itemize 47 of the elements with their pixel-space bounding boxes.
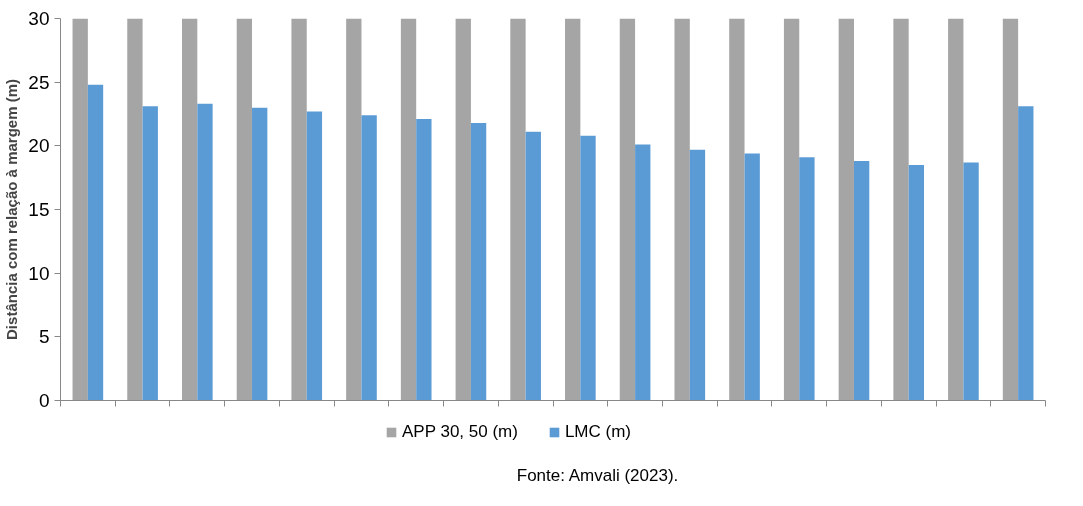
- bar: [1002, 18, 1019, 401]
- y-tick-label: 15: [28, 199, 50, 220]
- bar: [142, 106, 158, 401]
- bar: [853, 161, 870, 401]
- bar: [361, 115, 377, 401]
- bar: [619, 18, 636, 401]
- y-axis-title: Distância com relação à margem (m): [3, 79, 21, 340]
- bar: [674, 18, 690, 401]
- bar: [252, 107, 268, 401]
- y-tick-label: 10: [28, 262, 50, 284]
- bar: [181, 18, 198, 401]
- bar: [799, 157, 815, 401]
- bar: [635, 144, 651, 401]
- y-tick-label: 25: [28, 71, 50, 93]
- y-tick-label: 0: [38, 390, 50, 411]
- bar: [963, 162, 979, 401]
- bar: [400, 18, 417, 401]
- bar: [127, 18, 143, 401]
- bar: [948, 18, 964, 401]
- bar: [455, 18, 471, 401]
- bar: [197, 103, 213, 401]
- bar: [729, 18, 745, 401]
- bar: [689, 149, 706, 401]
- bar: [346, 18, 362, 401]
- legend-label: LMC (m): [564, 422, 632, 442]
- bar: [470, 122, 487, 401]
- bar: [306, 111, 323, 401]
- bar: [416, 119, 432, 401]
- y-tick-label: 20: [28, 135, 50, 157]
- bar: [580, 135, 596, 401]
- y-tick-label: 30: [28, 8, 50, 29]
- bar: [783, 18, 800, 401]
- bar: [525, 131, 541, 401]
- bar: [1018, 106, 1034, 401]
- bar: [72, 18, 88, 401]
- y-tick-label: 5: [38, 326, 50, 348]
- bar: [565, 18, 581, 401]
- bar: [838, 18, 854, 401]
- bar: [908, 164, 925, 401]
- source-note: Fonte: Amvali (2023).: [516, 465, 679, 485]
- bar: [744, 153, 760, 401]
- bar: [87, 84, 104, 401]
- bar: [510, 18, 526, 401]
- bar: [291, 18, 307, 401]
- bar: [236, 18, 253, 401]
- bar: [893, 18, 909, 401]
- legend-label: APP 30, 50 (m): [402, 422, 518, 442]
